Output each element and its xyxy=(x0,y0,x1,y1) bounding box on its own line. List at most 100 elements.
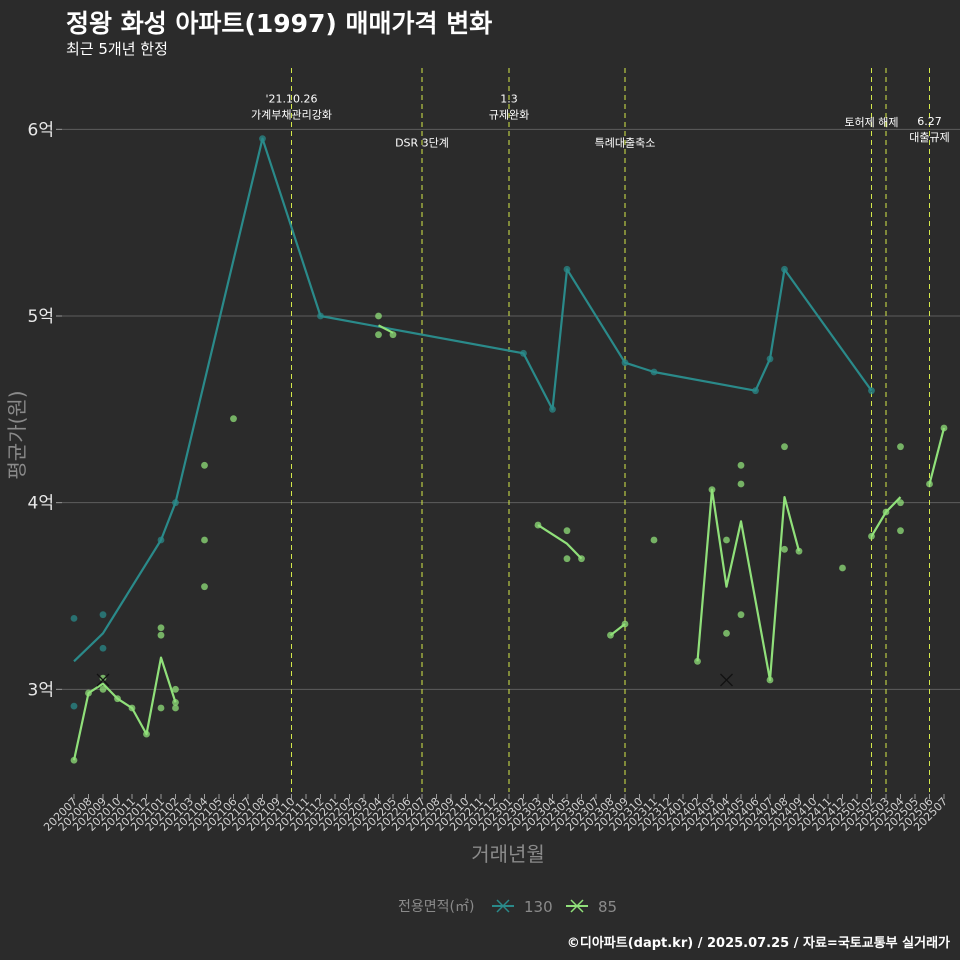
data-point xyxy=(781,265,788,273)
event-label: 1.3 xyxy=(500,92,518,105)
series-line-segment xyxy=(696,488,801,682)
data-point xyxy=(868,387,875,395)
legend-cross-icon xyxy=(496,899,510,913)
data-point xyxy=(737,480,745,488)
event-label: 토허제 해제 xyxy=(844,115,898,129)
event-label: 대출규제 xyxy=(909,131,949,144)
data-point xyxy=(607,631,614,639)
data-point xyxy=(781,443,788,451)
data-point xyxy=(723,536,730,544)
data-point xyxy=(70,756,78,764)
chart-title: 정왕 화성 아파트(1997) 매매가격 변화 xyxy=(66,9,493,38)
data-point xyxy=(172,699,179,706)
series-85 xyxy=(70,312,948,764)
data-point xyxy=(172,499,179,507)
cross-marker xyxy=(96,673,110,687)
y-tick-label: 4억 xyxy=(28,494,54,514)
series-130 xyxy=(70,135,875,710)
data-point xyxy=(85,689,92,697)
data-point xyxy=(534,521,542,529)
y-axis: 3억 4억 5억 6억 xyxy=(28,120,62,700)
event-label: '21.10.26 xyxy=(265,92,317,105)
data-point xyxy=(868,532,875,540)
y-tick-label: 6억 xyxy=(28,120,54,140)
series-line-segment xyxy=(377,324,394,334)
legend-item-130: 130 xyxy=(492,898,553,916)
data-point xyxy=(157,624,165,632)
y-tick-label: 5억 xyxy=(28,307,54,327)
legend-label: 85 xyxy=(598,898,617,916)
data-point xyxy=(926,480,933,488)
data-point xyxy=(897,443,904,451)
data-point xyxy=(621,359,629,367)
data-point xyxy=(172,704,179,712)
data-point xyxy=(578,555,585,563)
data-point xyxy=(375,312,382,320)
data-point xyxy=(752,387,759,395)
chart-caption: ©디아파트(dapt.kr) / 2025.07.25 / 자료=국토교통부 실… xyxy=(566,936,950,951)
y-axis-label: 평균가(원) xyxy=(5,390,29,479)
data-point xyxy=(563,527,571,535)
x-axis-label: 거래년월 xyxy=(471,842,545,866)
data-point xyxy=(114,695,121,703)
data-point xyxy=(99,611,107,619)
data-point xyxy=(128,704,136,712)
data-point xyxy=(157,536,165,544)
data-point xyxy=(201,536,208,544)
legend-label: 130 xyxy=(524,898,553,916)
event-label: 6.27 xyxy=(917,115,942,128)
data-point xyxy=(621,620,629,628)
data-point xyxy=(766,355,774,363)
data-point xyxy=(99,644,107,652)
data-point xyxy=(317,312,324,320)
event-label: DSR 3단계 xyxy=(395,136,449,149)
data-point xyxy=(157,704,165,712)
data-point xyxy=(737,611,745,619)
event-label: 특례대출축소 xyxy=(595,136,656,149)
chart-subtitle: 최근 5개년 한정 xyxy=(66,40,168,58)
data-point xyxy=(375,331,382,339)
data-point xyxy=(99,685,107,693)
data-point xyxy=(650,368,658,376)
data-point xyxy=(781,545,788,553)
y-gridlines xyxy=(62,128,960,690)
x-axis: 2020072020082020092020102020112020122021… xyxy=(41,794,950,834)
data-point xyxy=(708,486,716,493)
data-point xyxy=(897,527,904,535)
data-point xyxy=(549,405,556,413)
legend-item-85: 85 xyxy=(566,898,617,916)
data-point xyxy=(650,536,658,544)
data-point xyxy=(230,415,237,423)
data-point xyxy=(795,547,803,555)
series-group xyxy=(70,135,948,764)
event-label: 규제완화 xyxy=(489,108,529,121)
data-point xyxy=(143,730,150,738)
data-point xyxy=(723,629,730,637)
data-point xyxy=(737,461,745,469)
data-point xyxy=(897,499,904,507)
data-point xyxy=(766,676,774,684)
data-point xyxy=(882,508,890,516)
data-point xyxy=(201,461,208,469)
series-line-segment xyxy=(928,427,946,485)
y-tick-label: 3억 xyxy=(28,680,54,700)
data-point xyxy=(563,265,571,273)
legend: 전용면적(㎡) 130 85 xyxy=(398,898,617,916)
data-point xyxy=(259,135,266,143)
legend-title: 전용면적(㎡) xyxy=(398,899,474,915)
data-point xyxy=(70,615,78,622)
data-point xyxy=(389,331,397,339)
legend-cross-icon xyxy=(570,899,584,913)
data-point xyxy=(172,685,179,693)
data-point xyxy=(520,349,527,357)
cross-marker xyxy=(720,673,733,687)
data-point xyxy=(99,674,107,682)
data-point xyxy=(157,631,165,639)
data-point xyxy=(201,583,208,591)
data-point xyxy=(694,657,701,665)
series-line-segment xyxy=(537,524,583,560)
data-point xyxy=(940,424,948,432)
data-point xyxy=(563,555,571,563)
